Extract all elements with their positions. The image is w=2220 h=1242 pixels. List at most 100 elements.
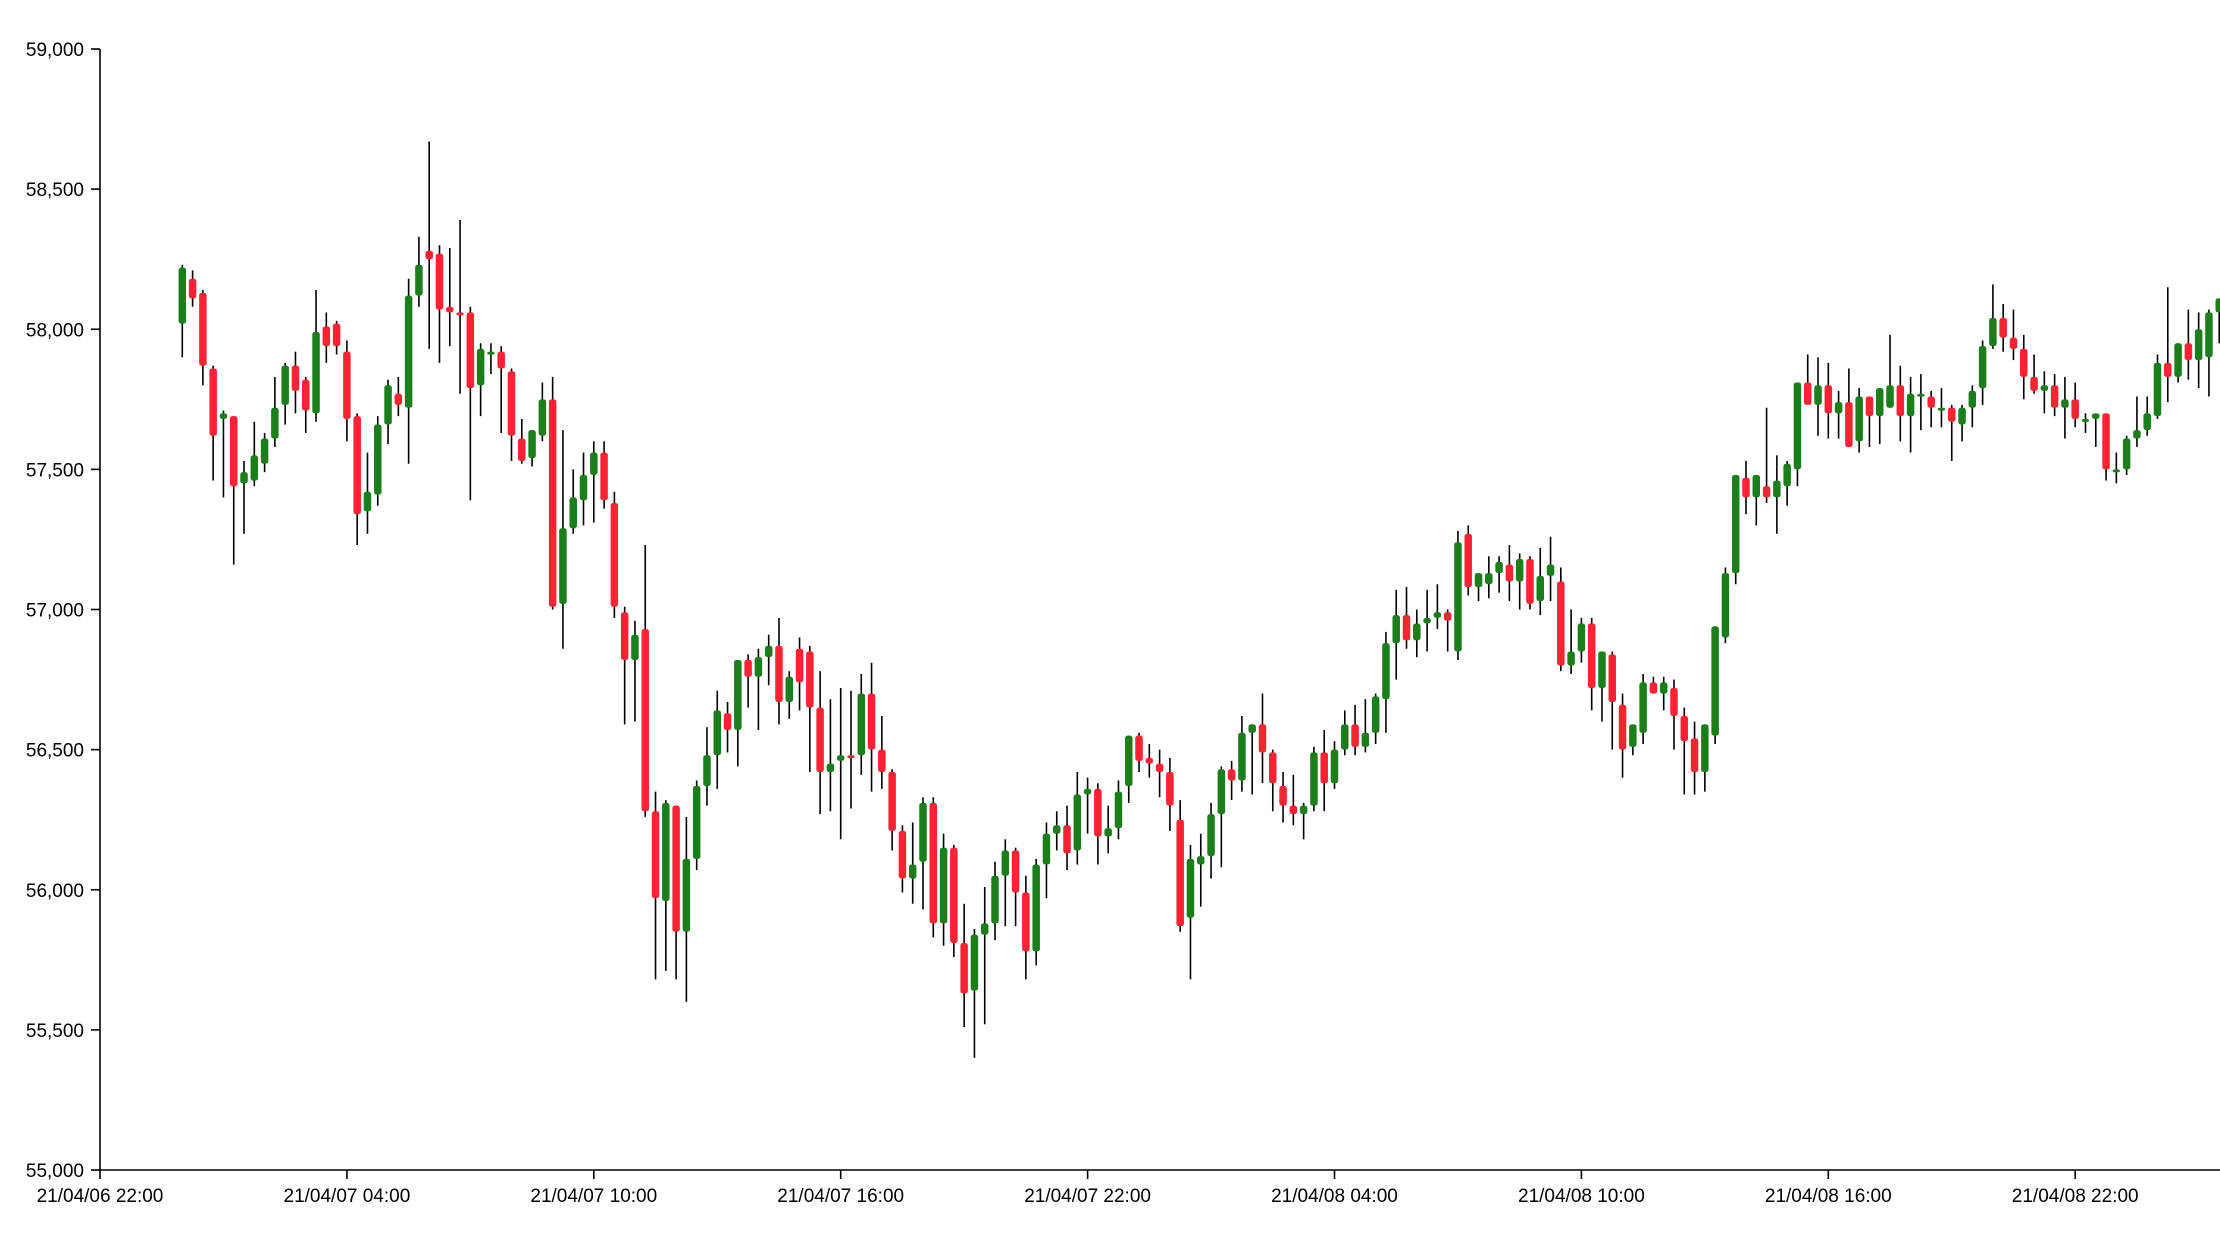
candle (1474, 573, 1483, 602)
candle-body-down (1351, 724, 1359, 747)
candle-body-up (1515, 559, 1524, 582)
candle (1793, 382, 1802, 487)
candle-body-down (1505, 564, 1514, 582)
candle (1814, 357, 1822, 436)
candle-body-up (178, 267, 187, 324)
candle (1011, 847, 1020, 927)
candle (1227, 760, 1236, 801)
candle (1207, 802, 1215, 879)
candle-body-down (1443, 612, 1452, 621)
candle (487, 343, 495, 375)
candle-body-down (929, 802, 938, 924)
candle-body-down (1402, 615, 1411, 641)
candle (281, 362, 289, 425)
candle-body-down (1927, 396, 1935, 408)
candle (1166, 758, 1174, 831)
candle (1289, 774, 1298, 826)
candle (631, 620, 639, 722)
candle (806, 645, 814, 773)
candle (970, 928, 979, 1058)
candle-body-up (1814, 385, 1822, 405)
candle-body-up (1310, 752, 1318, 806)
candle (1855, 388, 1863, 453)
candle-body-up (2092, 413, 2100, 419)
candle-body-down (1464, 533, 1472, 588)
candle-body-up (631, 634, 639, 660)
candle (291, 351, 300, 414)
candle (538, 382, 547, 442)
candle-body-up (1423, 617, 1431, 624)
candle (651, 791, 660, 980)
candles (178, 141, 2220, 1058)
candle-body-up (1032, 864, 1040, 952)
candle-body-up (415, 264, 423, 296)
candle (1649, 676, 1658, 694)
candle (435, 245, 444, 363)
candle-body-up (487, 351, 495, 355)
candle (1886, 334, 1894, 408)
x-tick-label: 21/04/08 22:00 (2012, 1186, 2139, 1207)
candle (610, 491, 619, 618)
candle-body-down (898, 830, 907, 879)
candle-body-up (1773, 480, 1781, 498)
candle (1845, 368, 1853, 447)
candle (1659, 676, 1668, 711)
x-tick-label: 21/04/07 04:00 (284, 1186, 411, 1207)
candle-body-down (806, 651, 814, 708)
x-tick-label: 21/04/08 16:00 (1765, 1186, 1892, 1207)
candle-body-up (1577, 623, 1586, 652)
candle-body-up (528, 430, 536, 459)
candle (394, 376, 403, 417)
candle (1176, 800, 1184, 932)
candle (775, 617, 783, 725)
candle-body-down (229, 416, 238, 487)
candle-body-down (1690, 738, 1699, 773)
x-tick-label: 21/04/08 04:00 (1271, 1186, 1398, 1207)
candle (2030, 354, 2038, 394)
candle (713, 690, 721, 789)
candle (188, 270, 197, 307)
candle (1834, 390, 1843, 439)
candle (1433, 584, 1442, 630)
candle-body-up (682, 858, 691, 932)
candle (960, 903, 968, 1028)
candle-body-up (1125, 735, 1133, 787)
candle (1917, 374, 1925, 431)
candle-body-down (744, 659, 752, 677)
candle-body-down (2102, 413, 2110, 470)
candle-body-up (2133, 430, 2141, 439)
candle (1608, 651, 1617, 750)
candle (1248, 724, 1256, 795)
candle (785, 671, 794, 719)
candle (1762, 407, 1771, 504)
candle-body-down (1618, 704, 1627, 750)
candle (754, 648, 763, 731)
candle-body-up (1454, 542, 1462, 652)
candle-body-up (1731, 474, 1740, 574)
candle-body-up (363, 491, 372, 512)
candle-body-down (456, 312, 464, 316)
candle (1135, 732, 1143, 773)
candle-body-up (908, 864, 917, 879)
candle (1094, 783, 1102, 865)
candle-body-down (1269, 752, 1277, 784)
candle-body-up (734, 659, 742, 731)
candle-body-up (240, 472, 248, 484)
x-tick-label: 21/04/07 16:00 (777, 1186, 904, 1207)
candle-body-up (703, 755, 711, 787)
candle (1413, 609, 1421, 658)
candle-body-up (384, 385, 392, 425)
candle-body-up (374, 424, 382, 495)
candle-body-up (1629, 724, 1637, 747)
candle (1454, 531, 1462, 660)
candle-body-down (1155, 763, 1164, 773)
candle-body-down (878, 749, 886, 773)
candle (1680, 707, 1689, 795)
candle (1618, 693, 1627, 778)
candle-body-up (2040, 385, 2049, 391)
candle (271, 376, 279, 447)
y-tick-label: 59,000 (26, 40, 84, 61)
y-tick-label: 57,500 (26, 460, 84, 481)
candle-body-up (1361, 732, 1370, 747)
candle (1690, 721, 1699, 795)
